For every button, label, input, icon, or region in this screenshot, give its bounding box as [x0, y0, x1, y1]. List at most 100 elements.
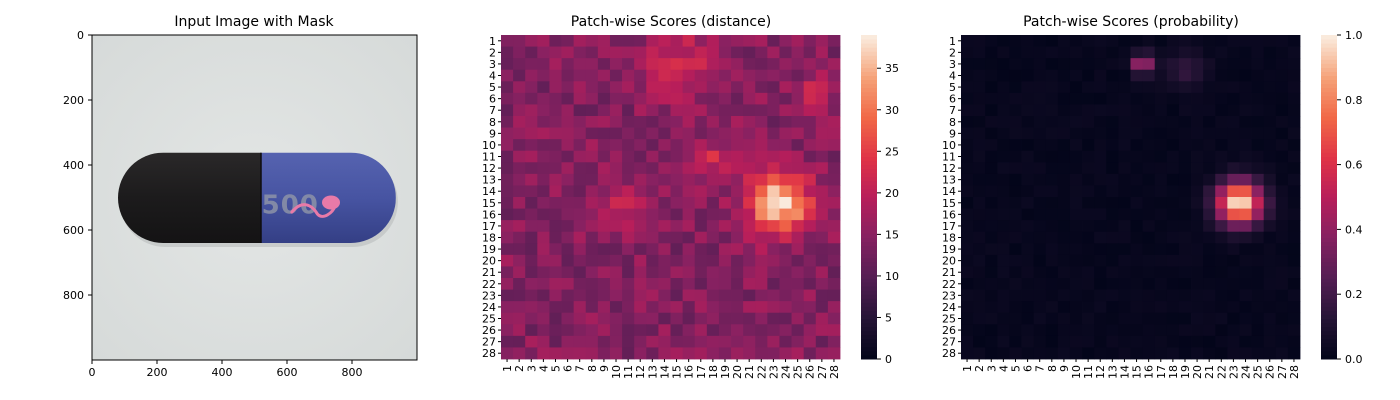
heatmap-cell [743, 81, 756, 94]
heatmap-cell [1239, 127, 1252, 140]
heatmap-cell [1154, 69, 1168, 82]
col-tick-label: 4 [997, 365, 1010, 372]
heatmap-cell [1263, 335, 1277, 348]
heatmap-cell [537, 254, 550, 267]
heatmap-cell [827, 46, 841, 59]
colorbar-segment [861, 43, 877, 48]
heatmap-cell [1033, 104, 1047, 117]
heatmap-cell [973, 208, 986, 221]
heatmap-cell [827, 150, 841, 163]
colorbar-segment [1321, 148, 1337, 153]
heatmap-cell [803, 266, 817, 279]
heatmap-cell [1239, 150, 1252, 163]
heatmap-cell [743, 173, 756, 186]
heatmap-cell [1057, 162, 1071, 175]
colorbar-segment [861, 294, 877, 299]
row-tick-label: 1 [489, 35, 496, 48]
heatmap-cell [513, 81, 526, 94]
row-tick-label: 13 [482, 174, 496, 187]
heatmap-cell [1215, 58, 1228, 71]
heatmap-cell [1130, 58, 1144, 71]
heatmap-cell [1142, 254, 1156, 267]
heatmap-cell [1082, 173, 1095, 186]
heatmap-cell [682, 69, 696, 82]
heatmap-cell [1106, 335, 1119, 348]
heatmap-cell [694, 254, 708, 267]
heatmap-cell [1021, 324, 1035, 337]
heatmap-cell [597, 139, 611, 152]
heatmap-cell [973, 197, 986, 209]
heatmap-cell [1203, 173, 1216, 186]
colorbar-segment [1321, 51, 1337, 56]
heatmap-cell [561, 266, 575, 279]
heatmap-cell [513, 220, 526, 233]
heatmap-cell [537, 278, 550, 290]
heatmap-cell [1094, 278, 1107, 290]
heatmap-cell [1287, 127, 1301, 140]
heatmap-cell [1178, 197, 1192, 209]
heatmap-cell [585, 173, 599, 186]
heatmap-cell [561, 104, 575, 117]
heatmap-cell [1033, 254, 1047, 267]
colorbar-segment [1321, 229, 1337, 234]
heatmap-cell [791, 324, 805, 337]
heatmap-cell [1045, 197, 1059, 209]
heatmap-cell [961, 220, 974, 233]
heatmap-cell [961, 208, 974, 221]
heatmap-cell [1021, 301, 1035, 314]
heatmap-cell [1069, 231, 1083, 244]
colorbar-segment [1321, 221, 1337, 226]
heatmap-cell [706, 104, 720, 117]
heatmap-cell [1142, 58, 1156, 71]
heatmap-cell [694, 46, 708, 59]
heatmap-cell [1227, 197, 1240, 209]
heatmap-cell [537, 197, 550, 209]
heatmap-cell [718, 301, 732, 314]
heatmap-cell [1021, 92, 1035, 105]
heatmap-cell [1009, 289, 1022, 302]
col-tick-label: 8 [1046, 365, 1059, 372]
colorbar-segment [1321, 354, 1337, 360]
heatmap-cell [815, 278, 829, 290]
colorbar-segment [1321, 294, 1337, 299]
heatmap-cell [1118, 266, 1131, 279]
row-tick-label: 11 [942, 151, 956, 164]
heatmap-cell [609, 81, 623, 94]
heatmap-cell [549, 150, 562, 163]
colorbar-segment [861, 164, 877, 170]
colorbar-segment [1321, 286, 1337, 291]
heatmap-cell [1215, 278, 1228, 290]
heatmap-cell [513, 347, 526, 360]
heatmap-cell [1154, 162, 1168, 175]
heatmap-cell [815, 220, 829, 233]
row-tick-label: 19 [482, 243, 496, 256]
heatmap-cell [622, 58, 635, 71]
heatmap-cell [670, 58, 684, 71]
heatmap-cell [1082, 243, 1095, 256]
heatmap-cell [1118, 150, 1131, 163]
heatmap-cell [1215, 46, 1228, 59]
heatmap-cell [1082, 335, 1095, 348]
heatmap-cell [646, 243, 659, 256]
heatmap-cell [791, 220, 805, 233]
colorbar-segment [861, 35, 877, 40]
heatmap-cell [1057, 150, 1071, 163]
heatmap-cell [1154, 312, 1168, 325]
row-tick-label: 25 [942, 313, 956, 326]
heatmap-cell [1178, 266, 1192, 279]
heatmap-cell [743, 58, 756, 71]
heatmap-cell [997, 81, 1010, 94]
heatmap-cell [791, 139, 805, 152]
heatmap-cell [731, 278, 744, 290]
heatmap-cell [622, 81, 635, 94]
heatmap-cell [1045, 81, 1059, 94]
heatmap-cell [791, 35, 805, 47]
colorbar-segment [1321, 209, 1337, 214]
heatmap-cell [1191, 150, 1204, 163]
heatmap-cell [609, 127, 623, 140]
heatmap-cell [755, 81, 768, 94]
heatmap-cell [827, 116, 841, 128]
heatmap-cell [561, 139, 575, 152]
heatmap-cell [1069, 81, 1083, 94]
